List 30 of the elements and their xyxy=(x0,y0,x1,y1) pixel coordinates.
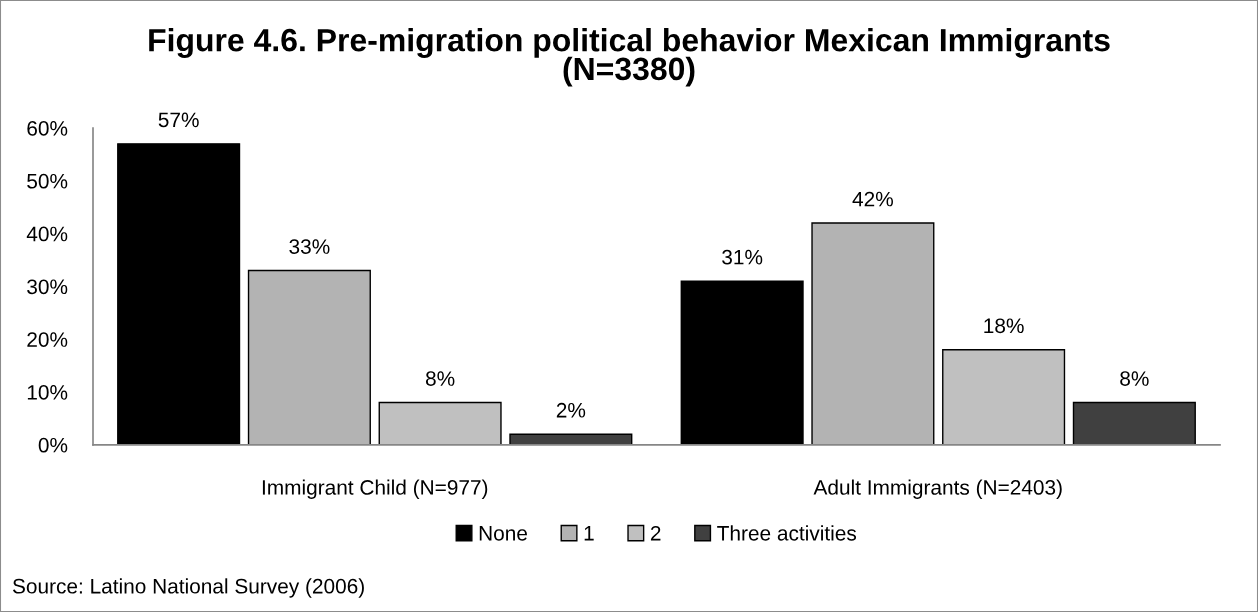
data-label: 2% xyxy=(556,402,586,418)
x-tick-label: Immigrant Child (N=977) xyxy=(262,479,488,499)
legend-label: 2 xyxy=(650,525,661,541)
bar xyxy=(942,349,1066,445)
data-label: 8% xyxy=(425,371,455,386)
y-tick-label: 10% xyxy=(27,385,68,400)
data-label: 42% xyxy=(852,191,893,207)
y-tick-label: 50% xyxy=(27,173,68,189)
y-tick-label: 40% xyxy=(26,226,68,242)
legend-label: Three activities xyxy=(717,525,857,541)
bar xyxy=(1072,401,1196,445)
x-tick-label: Adult Immigrants (N=2403) xyxy=(813,479,1062,499)
y-tick-label: 20% xyxy=(27,332,68,347)
legend-label: None xyxy=(479,526,527,541)
bar xyxy=(811,222,935,445)
bar xyxy=(247,269,371,445)
y-tick-label: 0% xyxy=(38,437,68,453)
legend-label: 1 xyxy=(584,526,594,541)
data-label: 57% xyxy=(158,112,199,128)
data-label: 33% xyxy=(289,239,330,254)
y-tick-label: 60% xyxy=(27,121,68,136)
chart-title: Figure 4.6. Pre-migration political behavior Mexican Immigrants (N=3380) xyxy=(149,28,1110,87)
data-label: 8% xyxy=(1120,371,1149,386)
y-tick-label: 30% xyxy=(27,279,68,295)
bar xyxy=(680,280,804,445)
data-label: 18% xyxy=(984,318,1024,334)
source-note: Source: Latino National Survey (2006) xyxy=(12,578,364,598)
data-label: 31% xyxy=(722,249,763,265)
bar xyxy=(117,143,241,445)
bar xyxy=(378,401,502,445)
